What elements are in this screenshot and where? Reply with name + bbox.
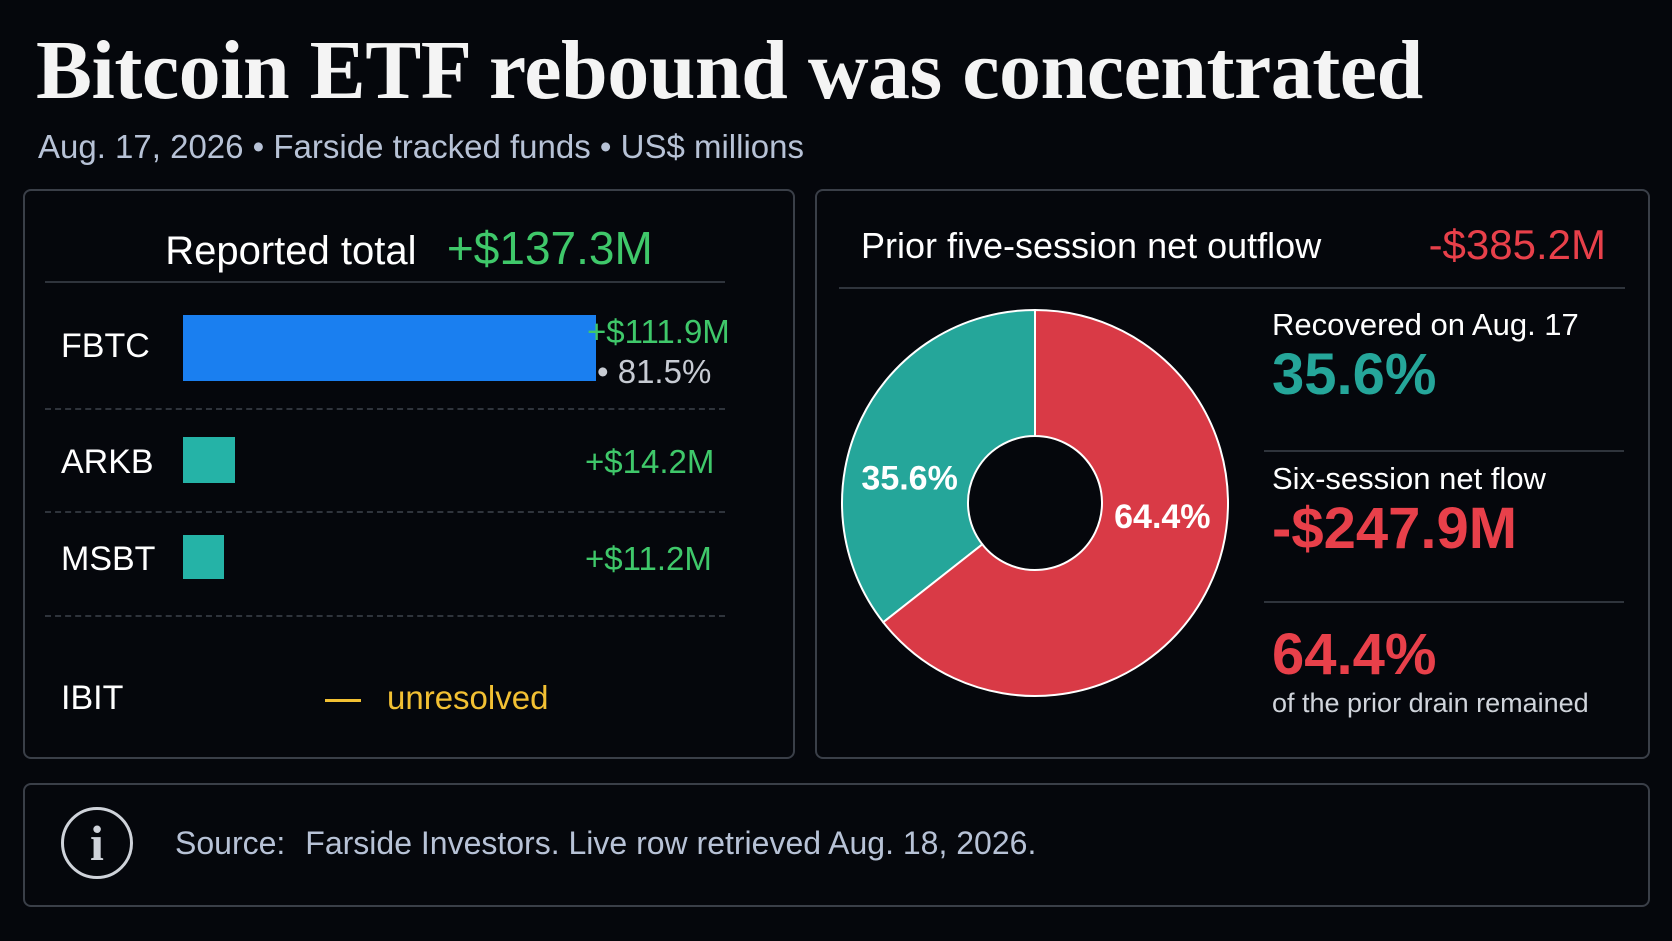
page-subtitle: Aug. 17, 2026 • Farside tracked funds • … <box>38 128 804 165</box>
reported-total-header: Reported total +$137.3M <box>25 221 793 275</box>
fund-flows-panel: Reported total +$137.3M FBTC +$111.9M • … <box>23 189 795 759</box>
donut-slice-recovered <box>841 308 1036 624</box>
outflow-header-label: Prior five-session net outflow <box>861 225 1322 266</box>
header-divider <box>45 281 725 283</box>
unresolved-dash <box>325 699 361 702</box>
bar-msbt <box>183 535 225 579</box>
info-icon: i <box>61 807 133 879</box>
header-divider <box>839 287 1625 289</box>
remaining-value: 64.4% <box>1272 622 1437 687</box>
bar-arkb <box>183 437 236 483</box>
fund-share-fbtc: • 81.5% <box>597 353 712 390</box>
source-label: Source: <box>175 825 286 861</box>
row-divider <box>45 408 725 410</box>
recovered-value: 35.6% <box>1272 342 1437 407</box>
source-panel: i Source: Farside Investors. Live row ret… <box>23 783 1650 907</box>
stat-divider <box>1264 601 1624 603</box>
reported-total-value: +$137.3M <box>446 222 653 274</box>
fund-value-msbt: +$11.2M <box>585 540 712 577</box>
remaining-note: of the prior drain remained <box>1272 688 1589 718</box>
six-session-label: Six-session net flow <box>1272 461 1546 496</box>
six-session-value: -$247.9M <box>1272 496 1518 561</box>
stat-divider <box>1264 450 1624 452</box>
fund-label-fbtc: FBTC <box>61 327 150 365</box>
outflow-header-value: -$385.2M <box>1428 221 1606 268</box>
bar-fbtc <box>183 315 596 381</box>
source-line: Source: Farside Investors. Live row retri… <box>175 825 1036 862</box>
row-divider <box>45 511 725 513</box>
outflow-panel: Prior five-session net outflow -$385.2M … <box>815 189 1650 759</box>
source-text: Farside Investors. Live row retrieved Au… <box>305 825 1037 861</box>
donut-slice-remaining <box>881 308 1229 697</box>
reported-total-label: Reported total <box>165 229 417 273</box>
fund-value-arkb: +$14.2M <box>585 443 715 480</box>
fund-value-fbtc: +$111.9M <box>587 313 730 350</box>
fund-label-arkb: ARKB <box>61 443 154 481</box>
fund-status-ibit: unresolved <box>387 679 549 716</box>
page-title: Bitcoin ETF rebound was concentrated <box>36 24 1423 117</box>
row-divider <box>45 615 725 617</box>
fund-label-msbt: MSBT <box>61 540 156 578</box>
recovery-donut-chart: 35.6% 64.4% <box>841 308 1229 697</box>
fund-label-ibit: IBIT <box>61 679 124 717</box>
recovered-label: Recovered on Aug. 17 <box>1272 307 1579 342</box>
slice-label-recovered: 35.6% <box>861 459 957 497</box>
slice-label-remaining: 64.4% <box>1114 498 1210 536</box>
